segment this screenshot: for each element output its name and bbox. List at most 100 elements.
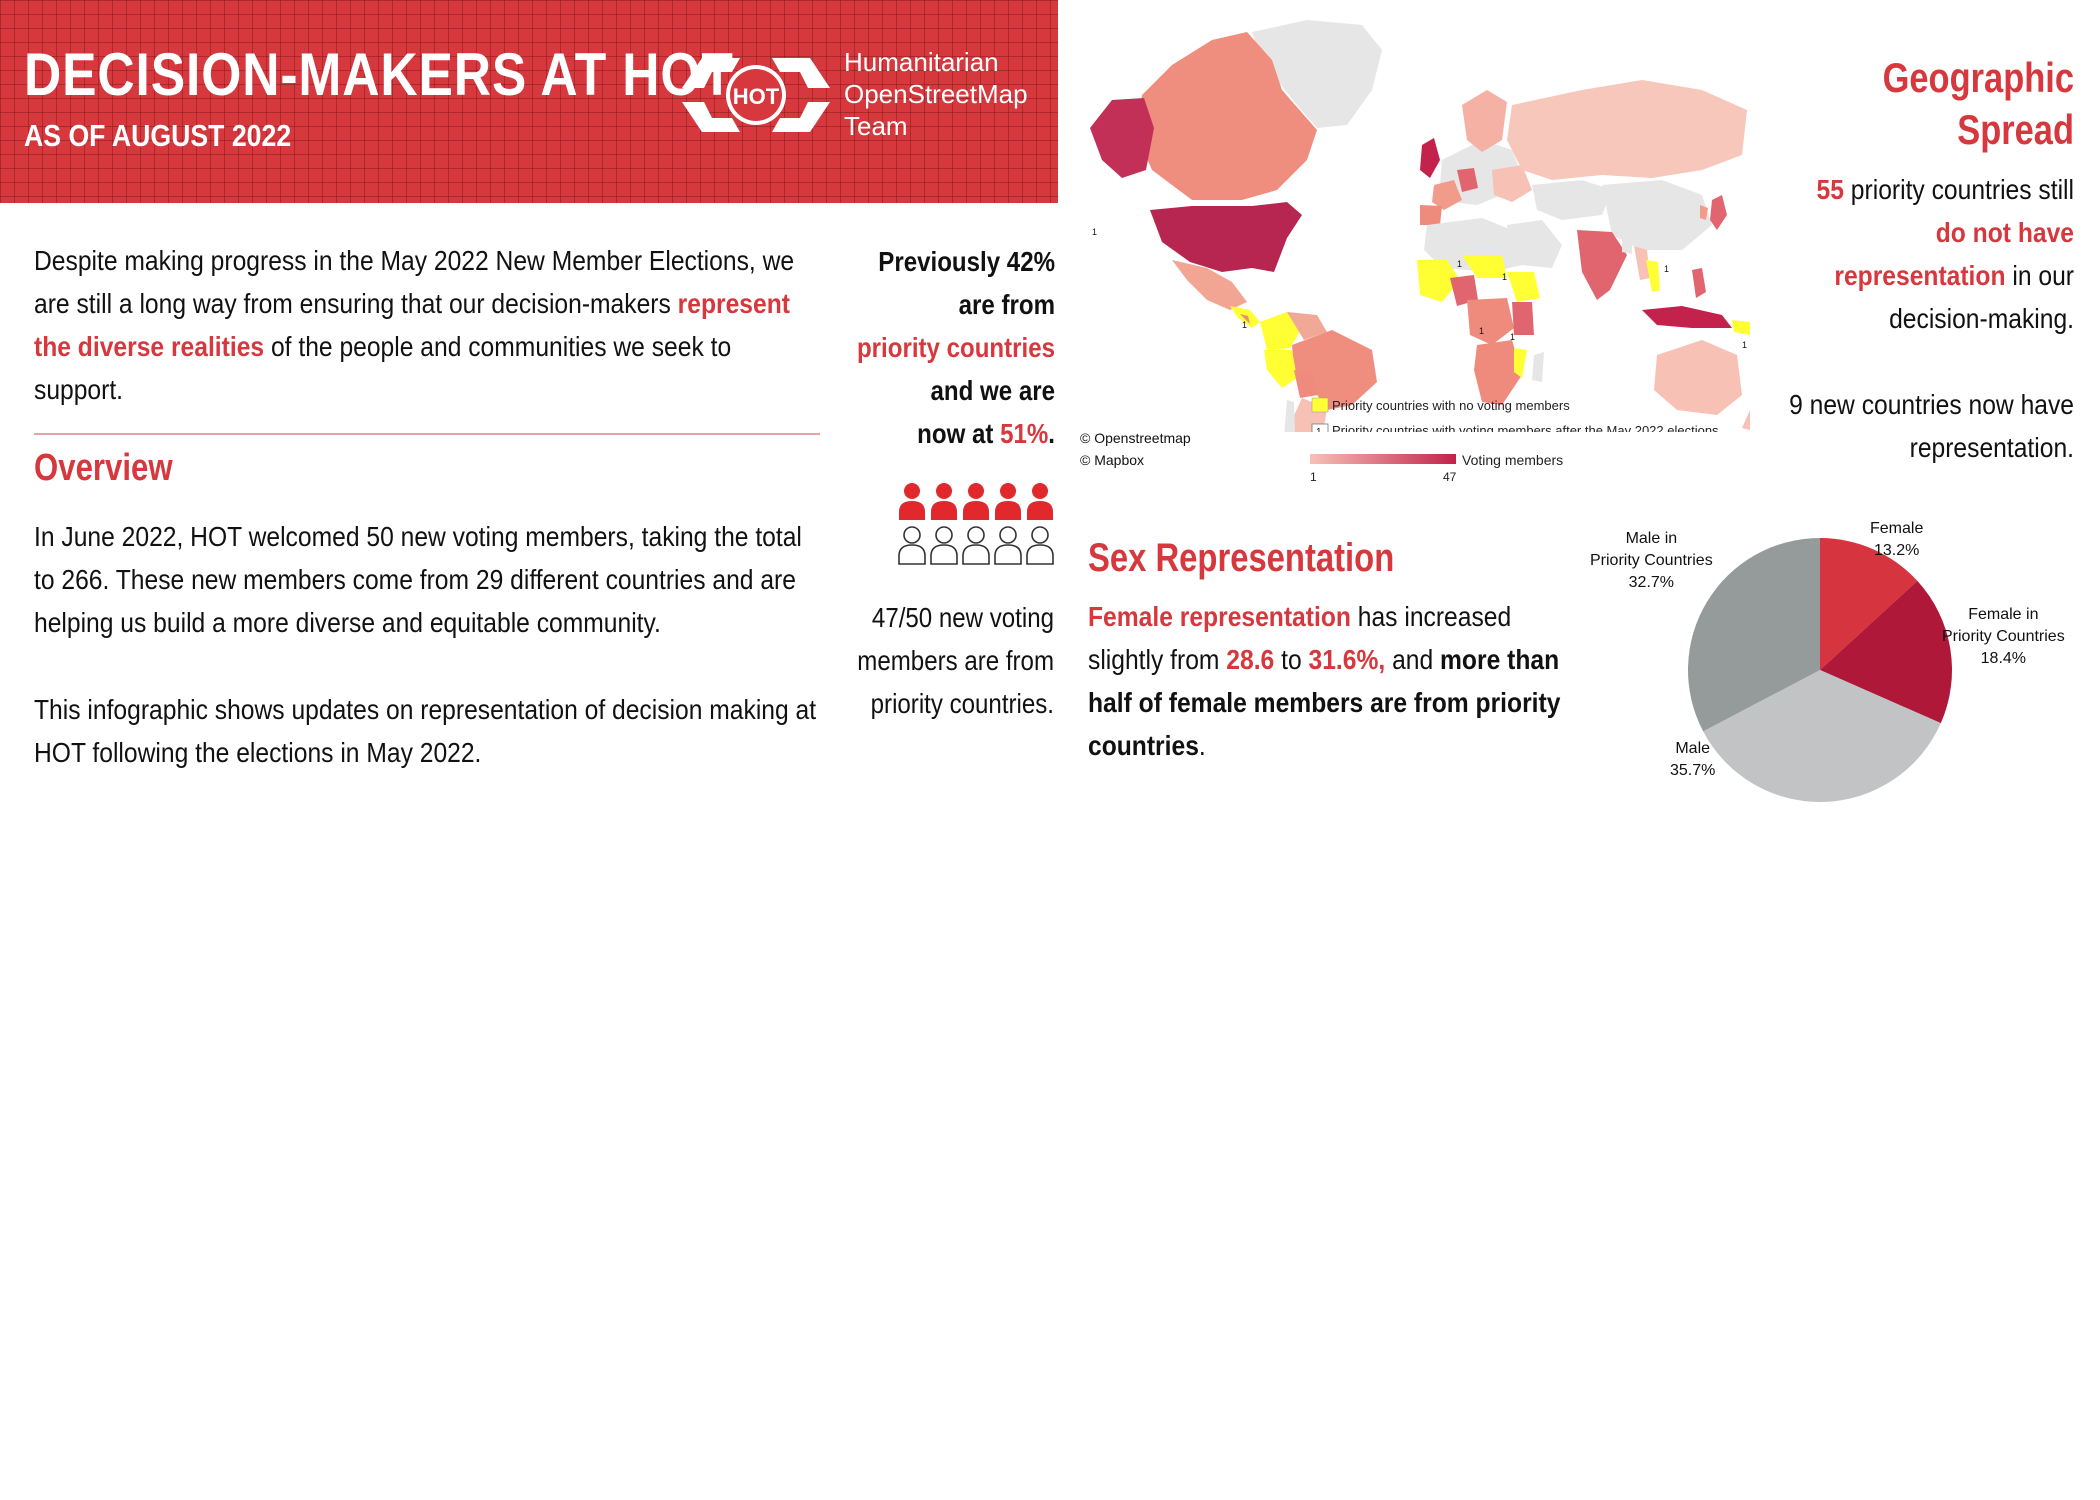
pie-slice-male-in-priority-countries xyxy=(1688,538,1820,732)
priority-stat: Previously 42% are from priority countri… xyxy=(831,240,1055,455)
legend-box-number: 1 xyxy=(1316,427,1322,432)
person-icon-outline xyxy=(930,526,958,565)
page-title: DECISION-MAKERS AT HOT xyxy=(24,41,734,108)
pie-label-male: Male 35.7% xyxy=(1670,740,1716,779)
person-icon-filled xyxy=(899,483,925,520)
sex-highlight: Female representation xyxy=(1088,601,1351,632)
map-germany xyxy=(1457,168,1478,192)
map-usa xyxy=(1150,202,1302,272)
org-name: Humanitarian OpenStreetMap Team xyxy=(844,46,1054,142)
pie-slice-female-in-priority-countries xyxy=(1820,580,1952,724)
map-madagascar xyxy=(1532,352,1544,382)
map-thailand xyxy=(1646,260,1660,292)
map-venezuela xyxy=(1287,312,1327,340)
map-russia xyxy=(1507,80,1747,180)
intro-highlight: represent the diverse realities xyxy=(34,288,790,362)
geographic-highlight: do not have representation xyxy=(1834,217,2074,291)
map-greenland xyxy=(1252,20,1382,128)
map-new-zealand xyxy=(1742,410,1750,430)
map-bangladesh xyxy=(1622,240,1632,254)
map-alaska xyxy=(1090,98,1154,178)
map-credit-mapbox: © Mapbox xyxy=(1080,452,1145,468)
legend-scale-min: 1 xyxy=(1310,470,1317,484)
legend-with-voting: Priority countries with voting members a… xyxy=(1332,423,1719,432)
map-canada xyxy=(1137,32,1317,200)
sex-to: 31.6%, xyxy=(1308,644,1386,675)
map-marker: 1 xyxy=(1457,259,1462,269)
overview-heading: Overview xyxy=(34,447,173,489)
legend-scale-label: Voting members xyxy=(1462,452,1564,468)
map-colombia xyxy=(1260,312,1302,350)
map-indonesia xyxy=(1642,306,1732,328)
pie-label-male-priority: Male in Priority Countries 32.7% xyxy=(1590,530,1713,591)
legend-no-voting: Priority countries with no voting member… xyxy=(1332,398,1570,413)
map-myanmar xyxy=(1634,246,1650,280)
map-middle-east xyxy=(1507,220,1562,268)
sex-heading: Sex Representation xyxy=(1088,536,1395,580)
map-marker: 1 xyxy=(1092,227,1097,237)
geographic-text: 55 priority countries still do not have … xyxy=(1816,174,2074,334)
stat-highlight: priority countries xyxy=(856,332,1055,363)
map-philippines xyxy=(1692,268,1706,298)
intro-text: Despite making progress in the May 2022 … xyxy=(34,245,795,319)
map-central-africa xyxy=(1467,298,1514,345)
map-marker: 1 xyxy=(1510,332,1515,342)
map-central-asia xyxy=(1532,180,1612,220)
legend-scale-max: 47 xyxy=(1443,470,1457,484)
map-southern-africa xyxy=(1474,340,1522,405)
map-credit-osm: © Openstreetmap xyxy=(1080,430,1191,446)
intro-paragraph: Despite making progress in the May 2022 … xyxy=(34,239,817,411)
pie-slice-male xyxy=(1703,670,1941,802)
map-marker: 1 xyxy=(1664,264,1669,274)
map-eastern-europe xyxy=(1492,165,1532,202)
map-central-america xyxy=(1240,314,1250,324)
priority-count: 55 xyxy=(1816,174,1844,205)
world-map: 1 1 1 1 1 1 1 1 Priority countries with … xyxy=(1090,20,1750,432)
page-subtitle: AS OF AUGUST 2022 xyxy=(24,118,292,153)
map-png xyxy=(1732,320,1750,335)
map-australia xyxy=(1654,340,1742,415)
map-japan xyxy=(1710,195,1727,230)
overview-paragraph-1: In June 2022, HOT welcomed 50 new voting… xyxy=(34,521,802,638)
intro-text: of the people and communities we seek to… xyxy=(34,331,732,405)
map-mozambique xyxy=(1514,348,1527,378)
pie-slice-female xyxy=(1820,538,1918,670)
map-marker: 1 xyxy=(1742,340,1747,350)
stat-line: Previously 42% xyxy=(878,246,1055,277)
person-icon-filled xyxy=(1027,483,1053,520)
map-bolivia xyxy=(1294,370,1318,398)
people-icons xyxy=(898,483,1054,565)
map-marker: 1 xyxy=(1242,320,1247,330)
map-nigeria xyxy=(1450,275,1478,306)
map-spain xyxy=(1420,205,1442,225)
map-france xyxy=(1432,180,1462,210)
stat-line: now at xyxy=(917,418,1001,449)
person-icon-filled xyxy=(931,483,957,520)
new-countries-text: 9 new countries now have representation. xyxy=(1789,389,2074,463)
org-name-line: OpenStreetMap xyxy=(844,79,1028,109)
map-scandinavia xyxy=(1462,90,1507,152)
pie-label-female: Female 13.2% xyxy=(1870,520,1924,559)
map-peru xyxy=(1264,350,1297,388)
new-members-stat: 47/50 new voting members are from priori… xyxy=(857,602,1054,719)
hot-logo: HOT xyxy=(682,58,830,132)
map-ethiopia xyxy=(1507,272,1540,302)
map-west-africa xyxy=(1417,260,1460,302)
stat-line: and we are xyxy=(930,375,1055,406)
sex-bold: more than half of female members are fro… xyxy=(1088,644,1561,761)
pie-label-female-priority: Female in Priority Countries 18.4% xyxy=(1942,606,2065,667)
map-east-africa xyxy=(1512,302,1534,335)
sex-pie-chart xyxy=(1688,538,1952,802)
map-egypt xyxy=(1494,228,1518,256)
map-marker: 1 xyxy=(1479,326,1484,336)
divider xyxy=(34,433,820,435)
map-chile xyxy=(1284,400,1296,432)
stat-line: are from xyxy=(958,289,1055,320)
person-icon-outline xyxy=(994,526,1022,565)
stat-value: 51% xyxy=(1000,418,1049,449)
sex-from: 28.6 xyxy=(1226,644,1275,675)
map-brazil xyxy=(1292,330,1377,410)
person-icon-outline xyxy=(1026,526,1054,565)
map-sahel xyxy=(1462,255,1507,278)
header-banner: DECISION-MAKERS AT HOT AS OF AUGUST 2022… xyxy=(0,0,1058,203)
